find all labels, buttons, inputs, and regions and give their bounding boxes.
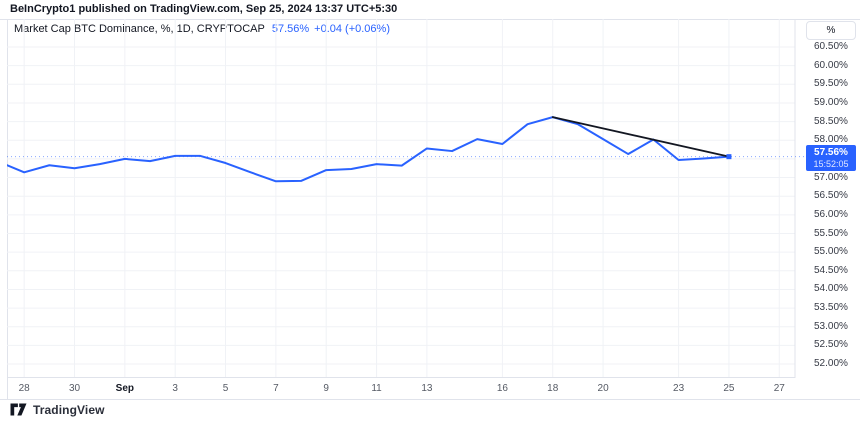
y-axis-label: 58.50% — [814, 115, 848, 127]
badge-countdown: 15:52:05 — [813, 159, 849, 169]
x-axis-label: 20 — [597, 383, 609, 394]
y-axis-label: 56.50% — [814, 190, 848, 202]
x-axis-label: 11 — [371, 383, 382, 394]
y-axis-label: 55.00% — [814, 246, 848, 258]
symbol-title: Market Cap BTC Dominance, %, 1D, CRYPTOC… — [14, 23, 265, 35]
widget-bottom-border — [0, 399, 860, 400]
footer-branding[interactable]: TradingView — [10, 402, 105, 417]
y-axis-label: 53.00% — [814, 320, 848, 332]
axis-unit-button[interactable]: % — [806, 21, 856, 40]
y-axis-label: 56.00% — [814, 208, 848, 220]
x-axis-label: 28 — [18, 383, 30, 394]
x-axis-label: 3 — [172, 383, 178, 394]
x-axis-label: Sep — [115, 383, 135, 394]
x-axis-label: 13 — [421, 383, 433, 394]
x-axis-label: 30 — [68, 383, 81, 394]
y-axis-label: 59.50% — [814, 78, 848, 90]
y-axis-label: 55.50% — [814, 227, 848, 239]
price-axis[interactable]: % 60.50% 60.00% 59.50% 59.00% 58.50% 58.00% 57… — [795, 19, 860, 378]
y-axis-label: 60.50% — [814, 41, 848, 52]
x-axis-label: 9 — [323, 383, 329, 394]
x-axis-label: 16 — [496, 383, 508, 394]
x-axis-label: 5 — [222, 383, 229, 394]
widget-left-border — [7, 19, 8, 399]
badge-price: 57.56% — [814, 147, 848, 158]
legend-last-value: 57.56% — [271, 23, 310, 35]
y-axis-label: 53.50% — [814, 302, 848, 314]
x-axis-label: 18 — [547, 383, 559, 394]
x-axis-label: 25 — [723, 383, 735, 394]
y-axis-label: 54.50% — [814, 264, 848, 276]
chart-canvas[interactable] — [7, 19, 806, 378]
brand-wordmark: TradingView — [33, 402, 105, 417]
time-axis[interactable]: 28 30 Sep 3 5 7 9 11 13 16 18 20 23 25 27 — [0, 378, 860, 399]
x-axis-label: 27 — [773, 383, 785, 394]
widget-top-border — [0, 19, 860, 20]
y-axis-label: 58.00% — [814, 134, 848, 146]
y-axis-label: 54.00% — [814, 283, 848, 295]
tradingview-logo-icon — [10, 403, 27, 416]
price-chart — [7, 19, 806, 378]
last-price-badge: 57.56% 15:52:05 — [806, 145, 856, 171]
y-axis-label: 52.50% — [814, 339, 848, 351]
y-axis-label: 60.00% — [814, 59, 848, 71]
y-axis-label: 57.00% — [814, 171, 848, 183]
y-axis-label: 59.00% — [814, 96, 848, 108]
attribution-text: BeInCrypto1 published on TradingView.com… — [10, 3, 398, 15]
y-axis-label: 52.00% — [814, 358, 848, 370]
x-axis-label: 7 — [273, 383, 279, 394]
series-line — [7, 116, 730, 183]
trend-line — [551, 116, 730, 158]
chart-legend: Market Cap BTC Dominance, %, 1D, CRYPTOC… — [14, 23, 390, 35]
legend-change-value: +0.04 (+0.06%) — [314, 23, 390, 35]
x-axis-label: 23 — [673, 383, 685, 394]
last-point-marker — [726, 154, 732, 160]
